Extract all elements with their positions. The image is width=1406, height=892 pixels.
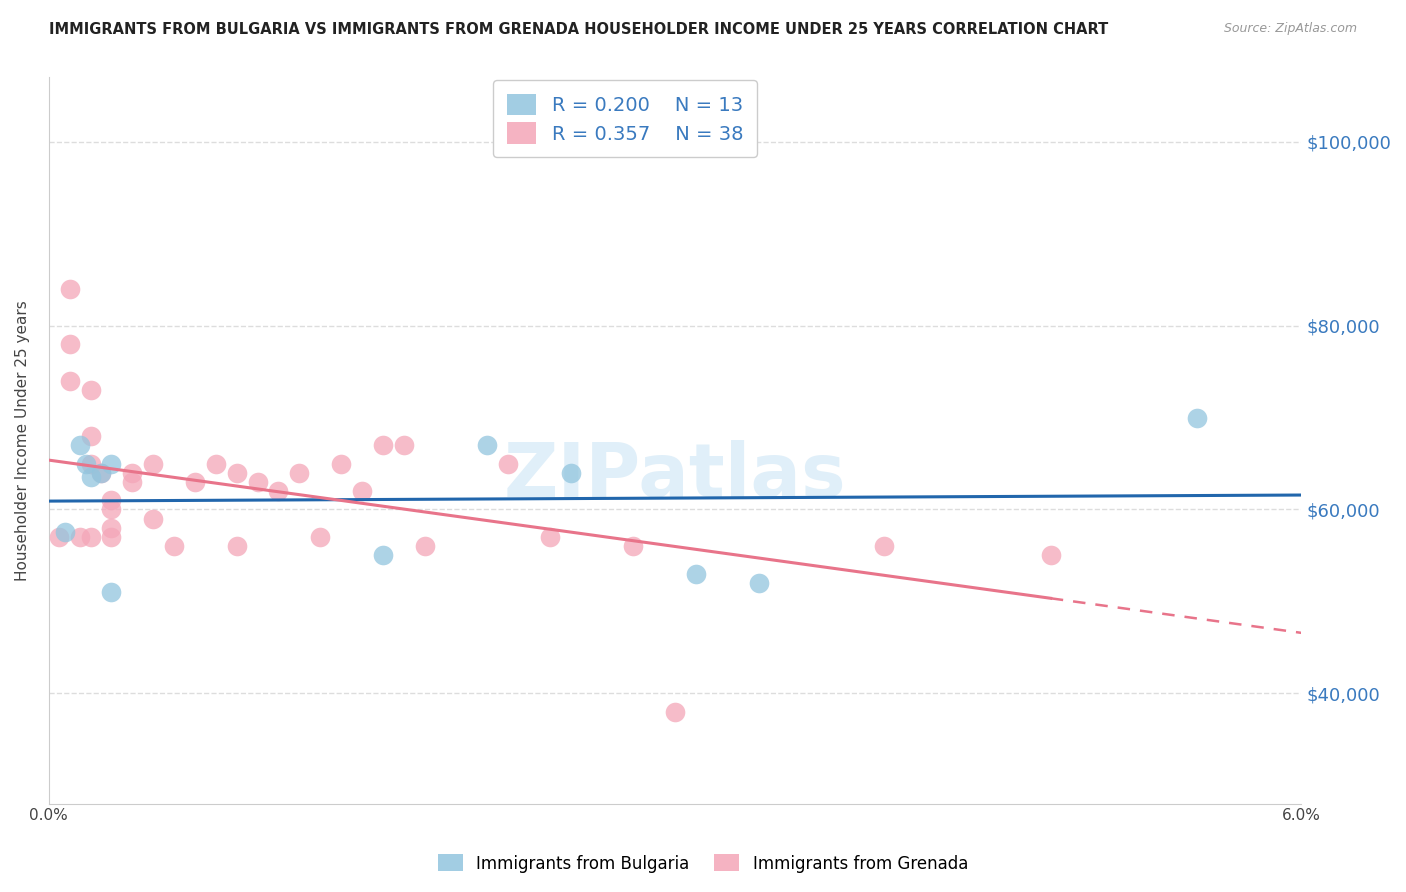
Point [309,530,332,544]
Legend: Immigrants from Bulgaria, Immigrants from Grenada: Immigrants from Bulgaria, Immigrants fro… [432,847,974,880]
Point [350,484,373,499]
Point [225,539,247,553]
Point [100,521,122,535]
Legend: R = 0.200    N = 13, R = 0.357    N = 38: R = 0.200 N = 13, R = 0.357 N = 38 [494,80,756,157]
Point [1039,549,1062,563]
Point [685,566,707,581]
Point [100,585,122,599]
Point [79,470,101,484]
Point [330,457,353,471]
Point [121,466,143,480]
Point [48,530,70,544]
Point [75,457,97,471]
Point [142,511,165,525]
Point [163,539,186,553]
Point [79,383,101,397]
Point [69,530,91,544]
Point [100,530,122,544]
Point [79,457,101,471]
Point [79,530,101,544]
Text: Source: ZipAtlas.com: Source: ZipAtlas.com [1223,22,1357,36]
Point [100,457,122,471]
Point [55,525,77,540]
Point [184,475,207,489]
Point [59,374,82,388]
Point [225,466,247,480]
Point [100,502,122,516]
Point [538,530,561,544]
Point [90,466,112,480]
Point [204,457,226,471]
Point [121,475,143,489]
Point [560,466,582,480]
Point [664,705,686,719]
Point [496,457,519,471]
Point [288,466,311,480]
Point [59,337,82,351]
Point [873,539,896,553]
Point [142,457,165,471]
Point [747,576,769,591]
Point [267,484,290,499]
Point [100,493,122,508]
Point [371,438,394,452]
Point [69,438,91,452]
Point [621,539,644,553]
Point [1185,410,1208,425]
Point [90,466,112,480]
Text: IMMIGRANTS FROM BULGARIA VS IMMIGRANTS FROM GRENADA HOUSEHOLDER INCOME UNDER 25 : IMMIGRANTS FROM BULGARIA VS IMMIGRANTS F… [49,22,1108,37]
Point [371,549,394,563]
Y-axis label: Householder Income Under 25 years: Householder Income Under 25 years [15,300,30,581]
Point [59,282,82,296]
Point [392,438,415,452]
Point [246,475,269,489]
Point [79,429,101,443]
Point [413,539,436,553]
Text: ZIPatlas: ZIPatlas [503,441,846,513]
Point [475,438,498,452]
